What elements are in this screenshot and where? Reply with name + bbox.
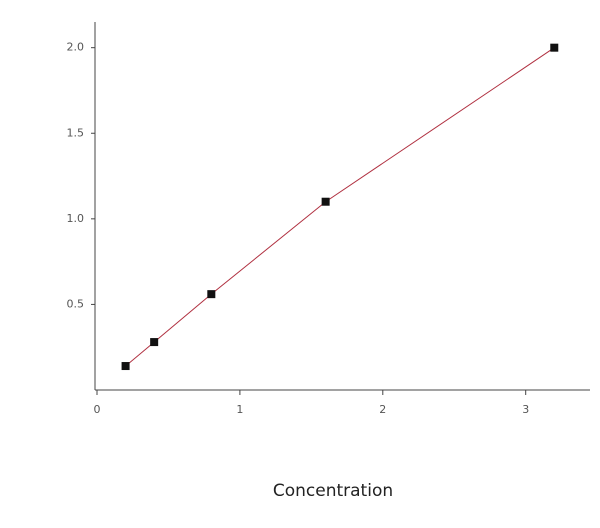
fit-line xyxy=(125,47,555,367)
data-point xyxy=(321,197,330,206)
x-tick-label: 0 xyxy=(94,403,101,416)
data-point xyxy=(550,43,559,52)
y-tick-label: 1.0 xyxy=(67,212,85,225)
x-tick-label: 2 xyxy=(379,403,386,416)
x-tick-label: 3 xyxy=(522,403,529,416)
y-tick-label: 2.0 xyxy=(67,41,85,54)
x-axis-label: Concentration xyxy=(273,481,393,501)
x-tick-label: 1 xyxy=(236,403,243,416)
data-point xyxy=(150,338,159,347)
data-point xyxy=(207,290,216,299)
y-tick-label: 0.5 xyxy=(67,297,85,310)
data-point xyxy=(121,362,130,371)
y-tick-label: 1.5 xyxy=(67,126,85,139)
